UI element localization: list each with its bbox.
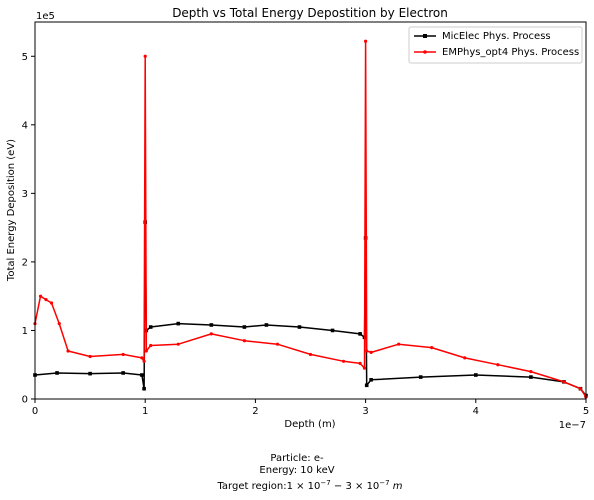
data-point bbox=[55, 371, 59, 375]
data-point bbox=[143, 54, 147, 58]
data-point bbox=[496, 363, 500, 367]
y-tick-label: 2 bbox=[22, 257, 28, 268]
legend-marker-micelec bbox=[423, 34, 427, 38]
energy-caption: Energy: 10 keV bbox=[259, 465, 335, 476]
y-tick-label: 4 bbox=[22, 120, 28, 131]
target-region-caption: Target region:1 × 10−7 − 3 × 10−7 m bbox=[216, 479, 402, 492]
y-multiplier: 1e5 bbox=[36, 11, 55, 22]
data-point bbox=[140, 356, 144, 360]
data-point bbox=[562, 380, 566, 384]
data-point bbox=[176, 342, 180, 346]
data-point bbox=[44, 298, 48, 302]
y-tick-label: 0 bbox=[22, 395, 28, 406]
data-point bbox=[341, 359, 346, 363]
data-point bbox=[308, 352, 313, 357]
legend-box bbox=[408, 26, 583, 64]
legend-label-micelec: MicElec Phys. Process bbox=[442, 31, 551, 42]
data-point bbox=[209, 332, 213, 336]
data-point bbox=[358, 332, 362, 336]
x-tick-label: 3 bbox=[362, 406, 368, 417]
data-point bbox=[209, 323, 214, 327]
x-multiplier: 1e−7 bbox=[559, 420, 586, 431]
data-point bbox=[144, 349, 148, 353]
y-tick-label: 3 bbox=[22, 189, 28, 200]
y-axis-label: Total Energy Deposition (eV) bbox=[6, 139, 17, 282]
data-point bbox=[529, 369, 533, 374]
legend: MicElec Phys. Process EMPhys_opt4 Phys. … bbox=[408, 26, 583, 64]
series-line-1 bbox=[34, 40, 587, 398]
x-tick-label: 1 bbox=[142, 406, 148, 417]
plot-area bbox=[33, 39, 588, 399]
data-point bbox=[242, 339, 246, 343]
axis-ticks: 0 1 2 3 4 5 0 1 2 3 4 5 bbox=[22, 52, 590, 417]
data-point bbox=[463, 356, 467, 360]
data-point bbox=[49, 301, 54, 305]
data-point bbox=[88, 371, 92, 376]
x-tick-label: 5 bbox=[583, 406, 589, 417]
y-tick-label: 1 bbox=[22, 326, 28, 337]
data-point bbox=[264, 323, 269, 327]
data-point bbox=[142, 359, 146, 363]
legend-label-emphys: EMPhys_opt4 Phys. Process bbox=[442, 47, 579, 58]
data-point bbox=[176, 321, 181, 326]
y-tick-label: 5 bbox=[22, 52, 28, 63]
data-point bbox=[397, 342, 401, 346]
data-point bbox=[66, 349, 70, 353]
x-tick-label: 2 bbox=[252, 406, 258, 417]
data-point bbox=[57, 322, 61, 326]
data-point bbox=[529, 375, 533, 379]
data-point bbox=[358, 361, 362, 365]
data-point bbox=[38, 294, 43, 298]
data-point bbox=[369, 378, 373, 382]
data-point bbox=[140, 373, 144, 377]
data-point bbox=[418, 375, 423, 379]
data-point bbox=[148, 325, 153, 329]
particle-caption: Particle: e- bbox=[270, 453, 324, 464]
series-line-0 bbox=[34, 221, 587, 397]
data-point bbox=[142, 386, 146, 391]
data-point bbox=[430, 345, 434, 350]
axes-frame bbox=[34, 21, 587, 400]
data-point bbox=[121, 352, 125, 357]
data-point bbox=[330, 328, 335, 333]
data-point bbox=[121, 371, 125, 375]
target-region-prefix: Target region: bbox=[216, 481, 286, 492]
data-point bbox=[365, 349, 369, 353]
data-point bbox=[242, 325, 247, 329]
legend-marker-emphys bbox=[423, 50, 427, 54]
data-point bbox=[88, 354, 92, 359]
chart-title: Depth vs Total Energy Depostition by Ele… bbox=[172, 6, 448, 20]
x-axis-label: Depth (m) bbox=[284, 419, 335, 430]
data-point bbox=[474, 373, 478, 377]
x-tick-label: 4 bbox=[473, 406, 479, 417]
data-point bbox=[364, 383, 369, 388]
data-point bbox=[362, 366, 367, 370]
data-point bbox=[369, 350, 373, 354]
data-point bbox=[275, 342, 280, 346]
data-point bbox=[149, 343, 153, 348]
x-tick-label: 0 bbox=[32, 406, 38, 417]
data-point bbox=[297, 325, 302, 329]
data-point bbox=[364, 39, 368, 43]
data-point bbox=[578, 387, 583, 391]
